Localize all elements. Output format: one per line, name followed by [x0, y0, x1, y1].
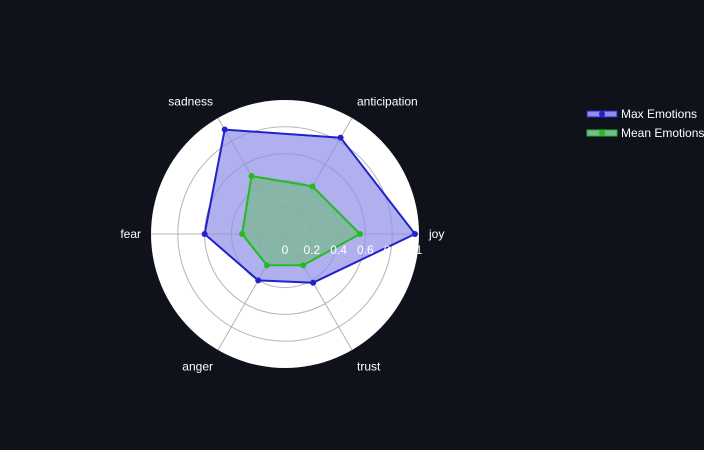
series-1 — [239, 172, 364, 269]
axis-labels: joy anticipation sadness fear anger trust — [120, 94, 444, 373]
axis-label-anger: anger — [182, 360, 213, 374]
data-point[interactable] — [310, 279, 317, 286]
radial-tick-label: 0.2 — [303, 243, 320, 257]
legend-item[interactable]: Max Emotions — [586, 107, 697, 121]
data-point[interactable] — [300, 262, 307, 269]
legend-marker — [599, 130, 605, 136]
data-point[interactable] — [411, 231, 418, 237]
legend-label: Max Emotions — [621, 107, 697, 121]
series-layer — [201, 126, 418, 286]
radial-tick-label: 0.4 — [330, 243, 347, 257]
axis-label-fear: fear — [120, 227, 141, 241]
radial-tick-label: 0.8 — [384, 243, 401, 257]
data-point[interactable] — [201, 231, 208, 237]
radial-tick-label: 1 — [416, 243, 423, 257]
data-point[interactable] — [309, 183, 316, 190]
axis-label-joy: joy — [428, 227, 444, 241]
data-point[interactable] — [357, 231, 364, 237]
data-point[interactable] — [239, 231, 246, 237]
legend[interactable]: Max Emotions Mean Emotions — [586, 107, 704, 140]
data-point[interactable] — [221, 126, 228, 133]
data-point[interactable] — [263, 262, 270, 269]
axis-label-sadness: sadness — [168, 94, 213, 108]
legend-marker — [599, 111, 605, 117]
data-point[interactable] — [337, 134, 344, 141]
radial-tick-label: 0 — [282, 243, 289, 257]
legend-item[interactable]: Mean Emotions — [586, 126, 704, 140]
radial-tick-labels: 0 0.2 0.4 0.6 0.8 1 — [282, 243, 423, 257]
radial-tick-label: 0.6 — [357, 243, 374, 257]
axis-label-trust: trust — [357, 360, 381, 374]
axis-label-anticipation: anticipation — [357, 94, 418, 108]
legend-label: Mean Emotions — [621, 126, 704, 140]
data-point[interactable] — [255, 277, 262, 284]
data-point[interactable] — [248, 172, 255, 179]
